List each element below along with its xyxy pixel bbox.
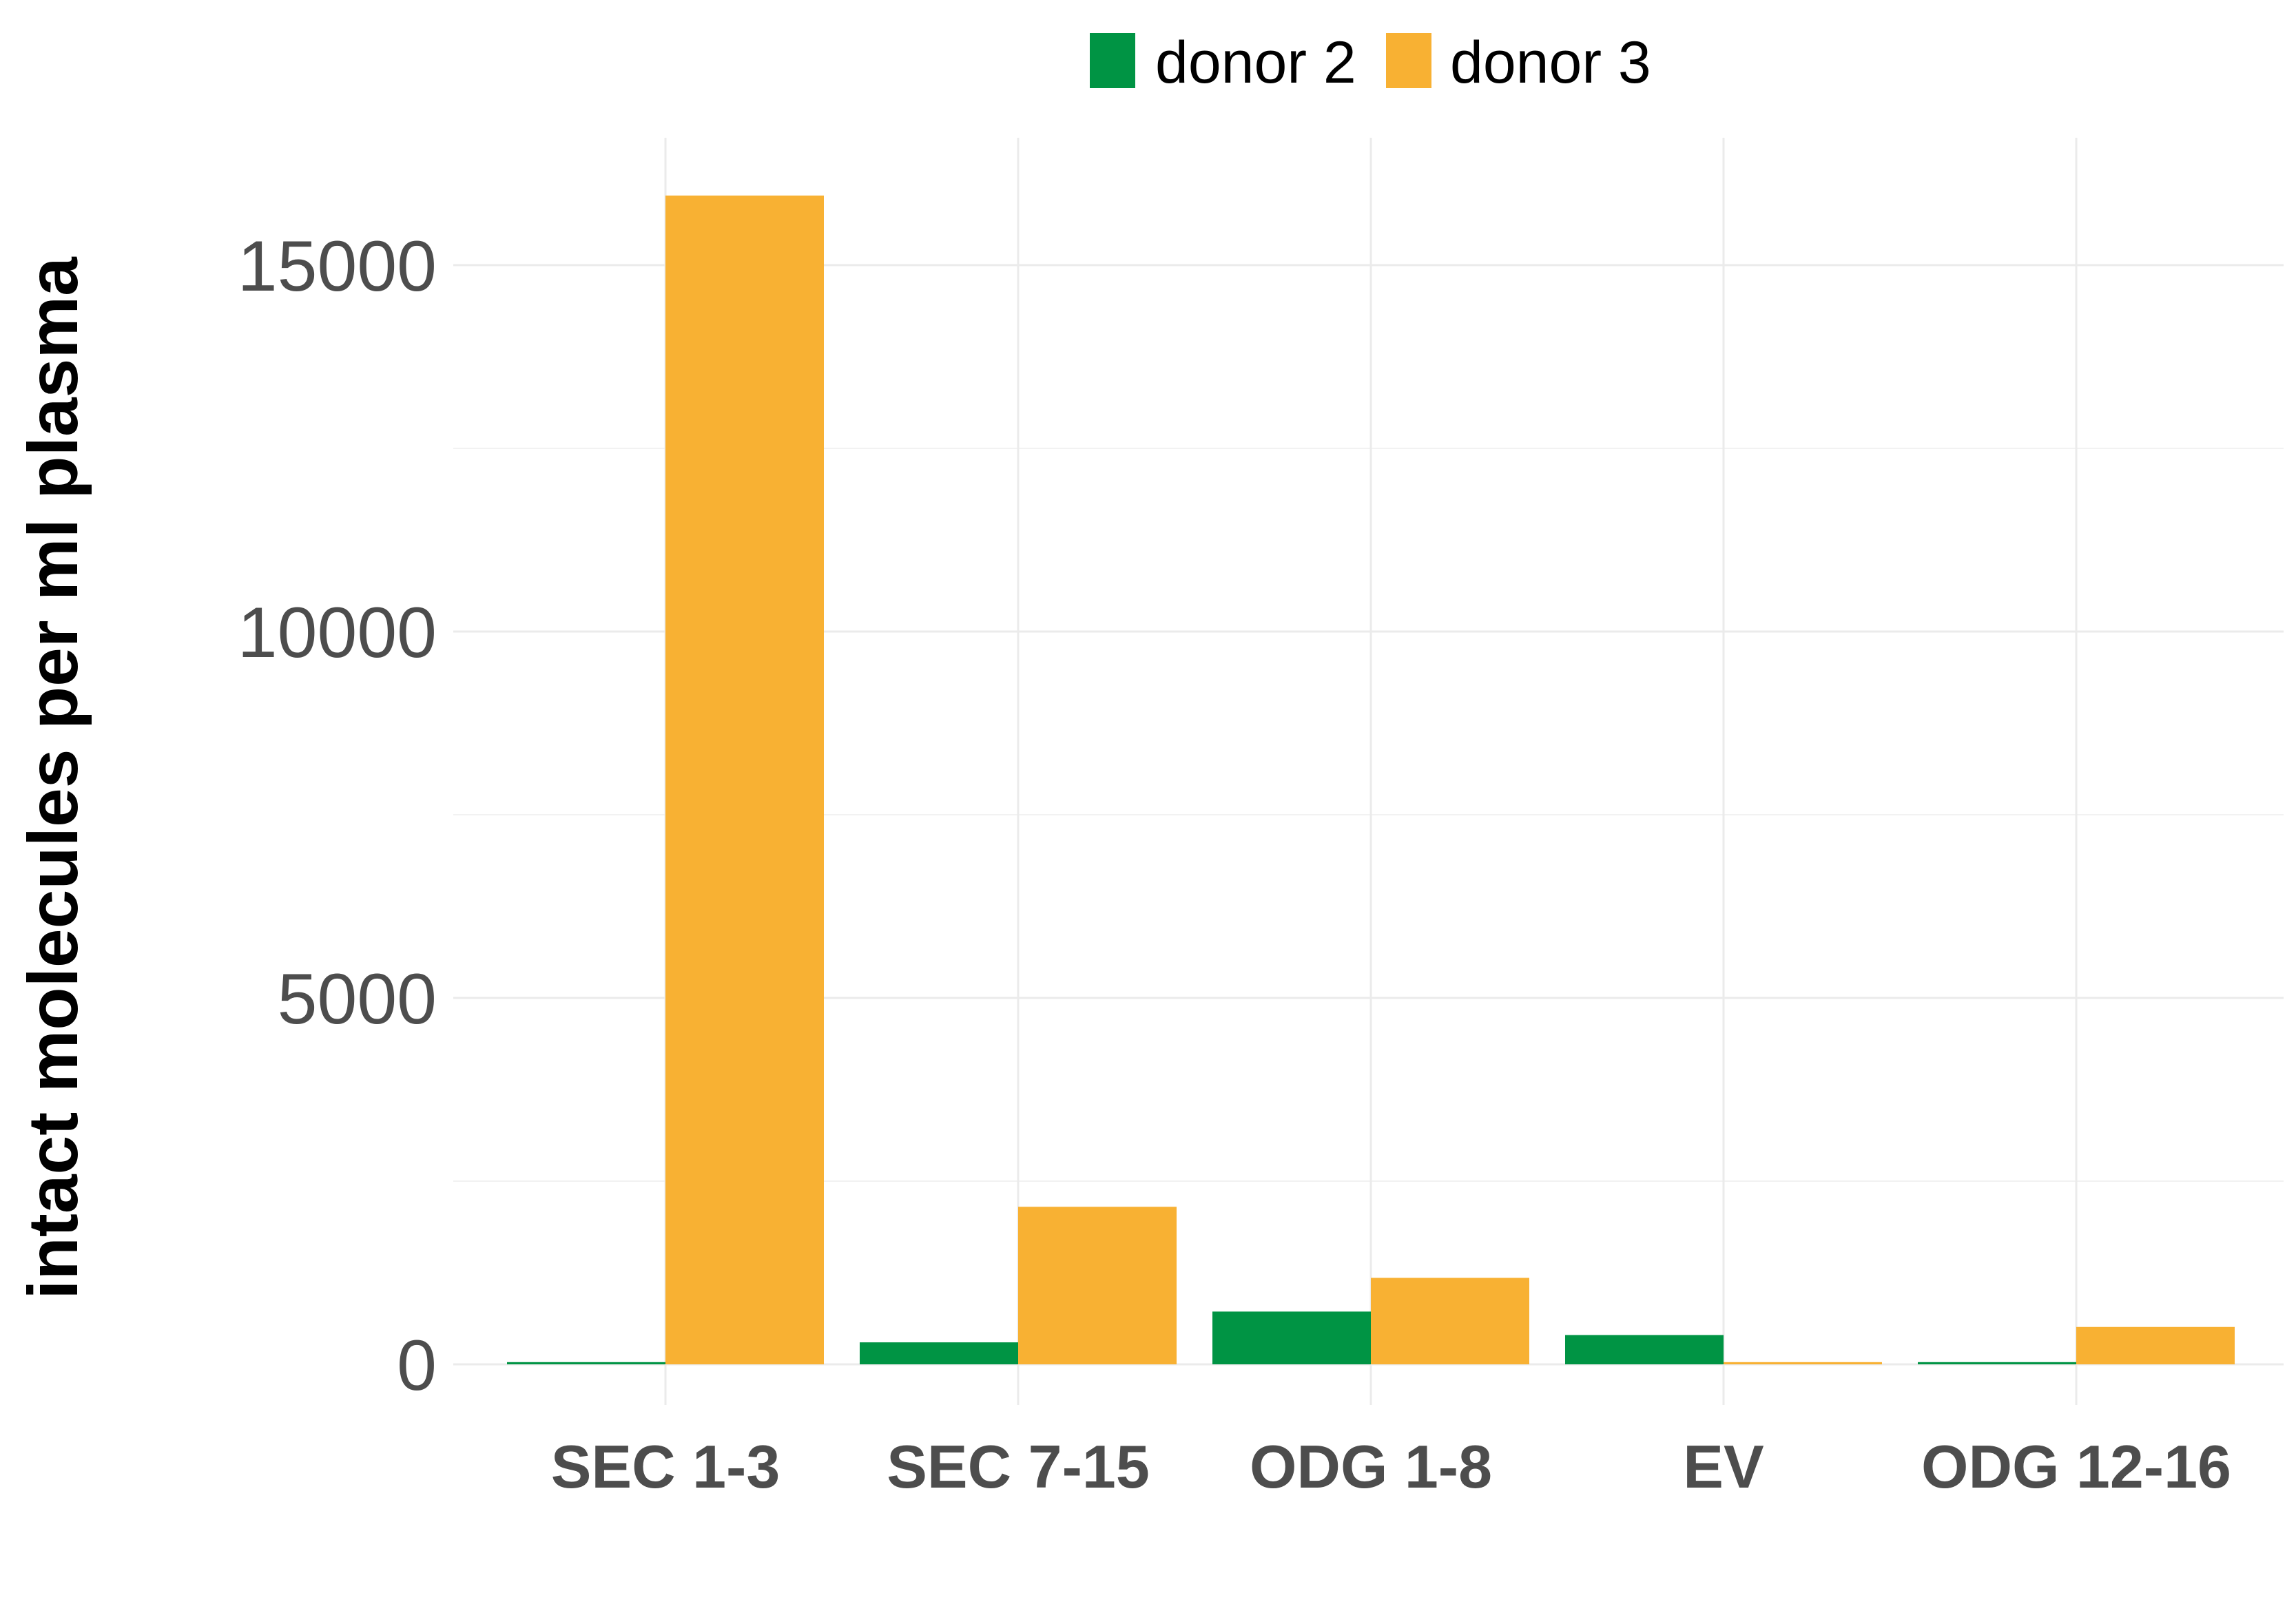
legend-swatch-donor-2	[1090, 33, 1135, 88]
x-tick-label: ODG 12-16	[1921, 1433, 2231, 1501]
bar-donor-3-sec-1-3	[665, 195, 824, 1364]
bar-donor-2-odg-12-16	[1918, 1362, 2076, 1364]
legend-swatch-donor-3	[1386, 33, 1431, 88]
x-tick-label: SEC 7-15	[887, 1433, 1150, 1501]
x-tick-label: SEC 1-3	[551, 1433, 780, 1501]
x-tick-label: ODG 1-8	[1250, 1433, 1492, 1501]
y-tick-label: 0	[397, 1326, 437, 1406]
y-tick-label: 5000	[278, 959, 437, 1039]
x-tick-label: EV	[1683, 1433, 1764, 1501]
bar-donor-3-odg-12-16	[2076, 1326, 2235, 1364]
legend: donor 2 donor 3	[1090, 30, 1651, 96]
y-axis-label: intact molecules per ml plasma	[14, 256, 92, 1300]
bar-donor-3-odg-1-8	[1371, 1278, 1529, 1364]
y-tick-label: 15000	[238, 227, 437, 306]
legend-label: donor 2	[1155, 30, 1356, 96]
bar-donor-2-odg-1-8	[1212, 1311, 1371, 1364]
y-tick-label: 10000	[238, 593, 437, 673]
bar-donor-2-ev	[1565, 1335, 1724, 1364]
bar-donor-2-sec-7-15	[860, 1342, 1018, 1364]
y-tick-labels: 0 5000 10000 15000	[238, 227, 437, 1406]
bars	[507, 195, 2235, 1364]
x-tick-labels: SEC 1-3 SEC 7-15 ODG 1-8 EV ODG 12-16	[551, 1433, 2231, 1501]
bar-donor-2-sec-1-3	[507, 1362, 665, 1364]
bar-donor-3-sec-7-15	[1018, 1207, 1177, 1364]
bar-donor-3-ev	[1724, 1362, 1882, 1364]
legend-label: donor 3	[1450, 30, 1651, 96]
